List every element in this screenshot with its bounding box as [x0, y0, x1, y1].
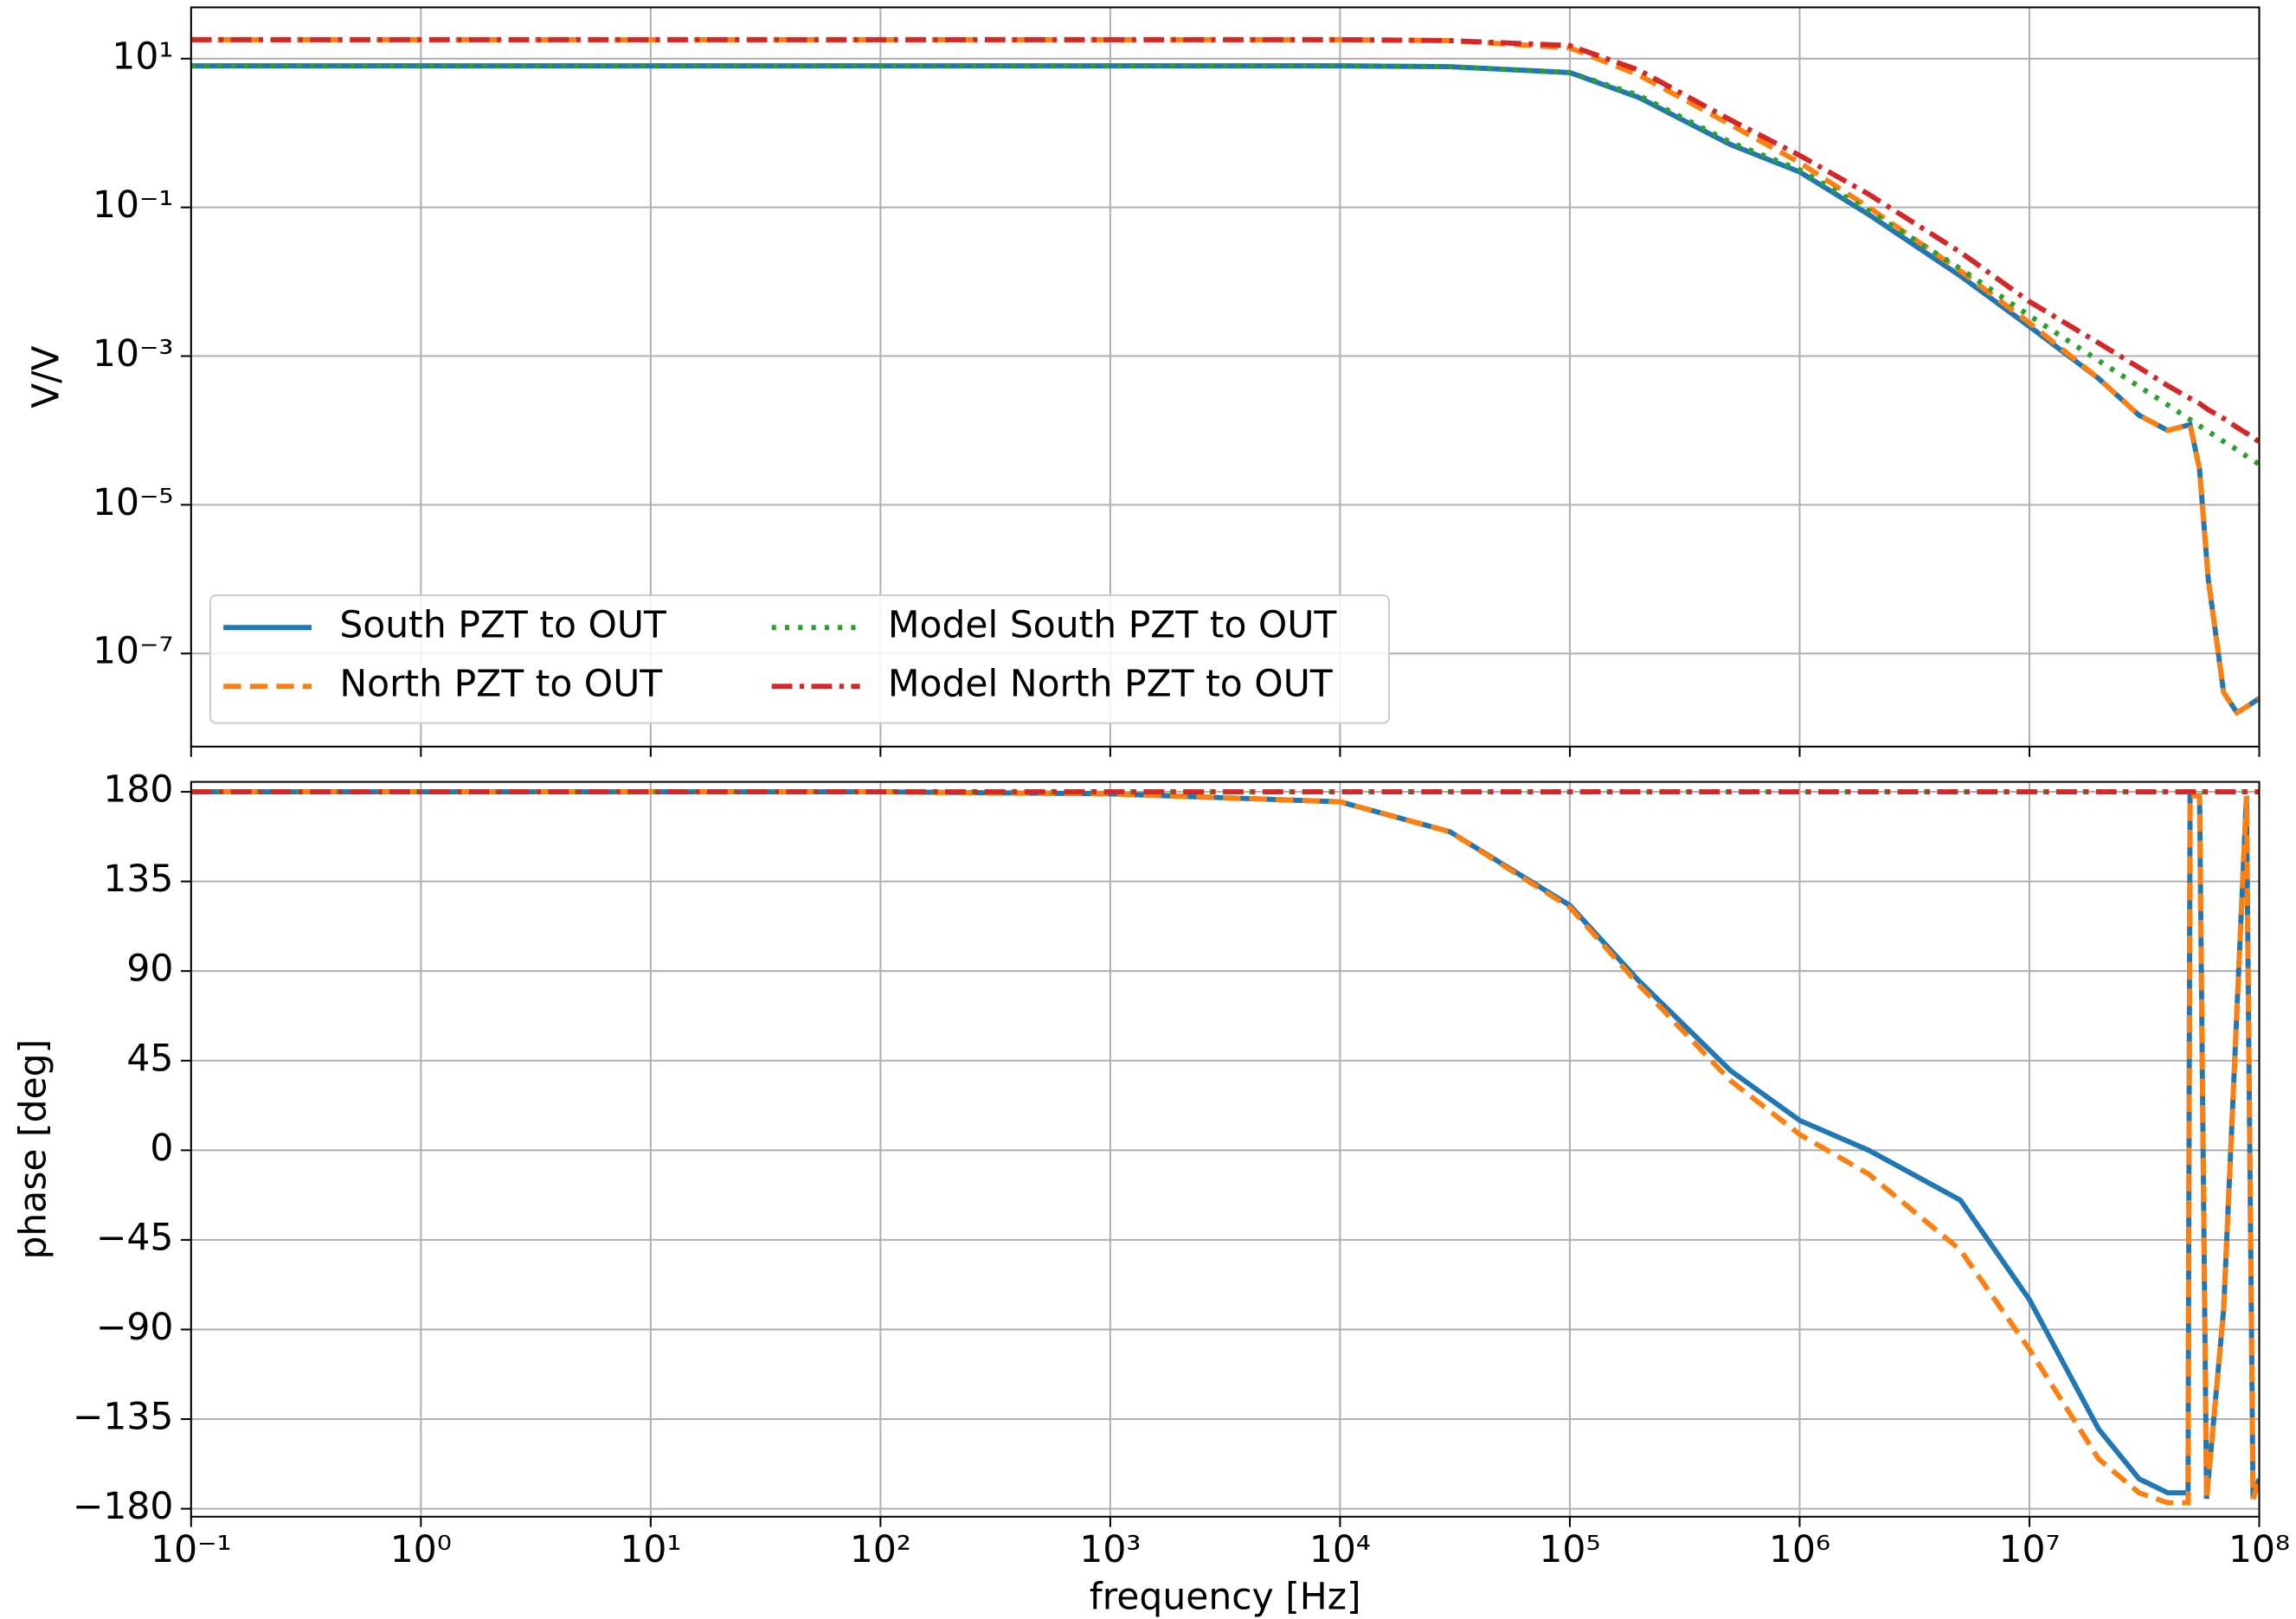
legend-label: Model North PZT to OUT — [888, 664, 1334, 706]
x-tick-label: 10⁵ — [1539, 1529, 1600, 1571]
legend-label: South PZT to OUT — [339, 605, 667, 647]
plot-background — [190, 781, 2260, 1517]
y-tick-label: 180 — [103, 769, 173, 812]
series-line — [190, 36, 2260, 445]
x-axis-label: frequency [Hz] — [1090, 1576, 1361, 1618]
y-tick-label: 90 — [126, 948, 173, 991]
y-tick-label: 10¹ — [112, 35, 173, 78]
x-tick-label: 10³ — [1079, 1529, 1141, 1571]
x-tick-label: 10⁶ — [1769, 1529, 1830, 1571]
y-tick-label: 10⁻⁷ — [93, 631, 173, 673]
legend-label: Model South PZT to OUT — [888, 605, 1338, 647]
x-tick-label: 10⁸ — [2228, 1529, 2290, 1571]
y-tick-label: −45 — [96, 1217, 174, 1259]
y-tick-label: 10⁻¹ — [93, 184, 173, 227]
legend-label: North PZT to OUT — [339, 664, 663, 706]
y-tick-label: 10⁻⁵ — [93, 482, 173, 524]
x-tick-label: 10⁰ — [390, 1529, 452, 1571]
x-tick-label: 10⁴ — [1309, 1529, 1371, 1571]
y-tick-label: −135 — [73, 1397, 174, 1439]
plot-frame — [190, 6, 2261, 748]
x-tick-label: 10² — [850, 1529, 911, 1571]
y-tick-label: −180 — [73, 1486, 174, 1528]
y-tick-label: 0 — [150, 1128, 173, 1170]
x-tick-label: 10⁻¹ — [151, 1529, 231, 1571]
y-tick-label: 10⁻³ — [93, 333, 173, 376]
y-tick-label: 45 — [126, 1038, 173, 1080]
x-tick-label: 10¹ — [620, 1529, 681, 1571]
y-axis-label: V/V — [26, 345, 68, 408]
y-axis-label: phase [deg] — [12, 1039, 55, 1260]
y-tick-label: 135 — [103, 858, 173, 901]
plot-frame — [190, 781, 2261, 1518]
series-group — [190, 36, 2260, 716]
legend-box — [209, 594, 1391, 724]
x-tick-label: 10⁷ — [1998, 1529, 2060, 1571]
y-tick-label: −90 — [96, 1307, 174, 1349]
series-line — [190, 63, 2260, 467]
series-group — [190, 789, 2260, 1506]
